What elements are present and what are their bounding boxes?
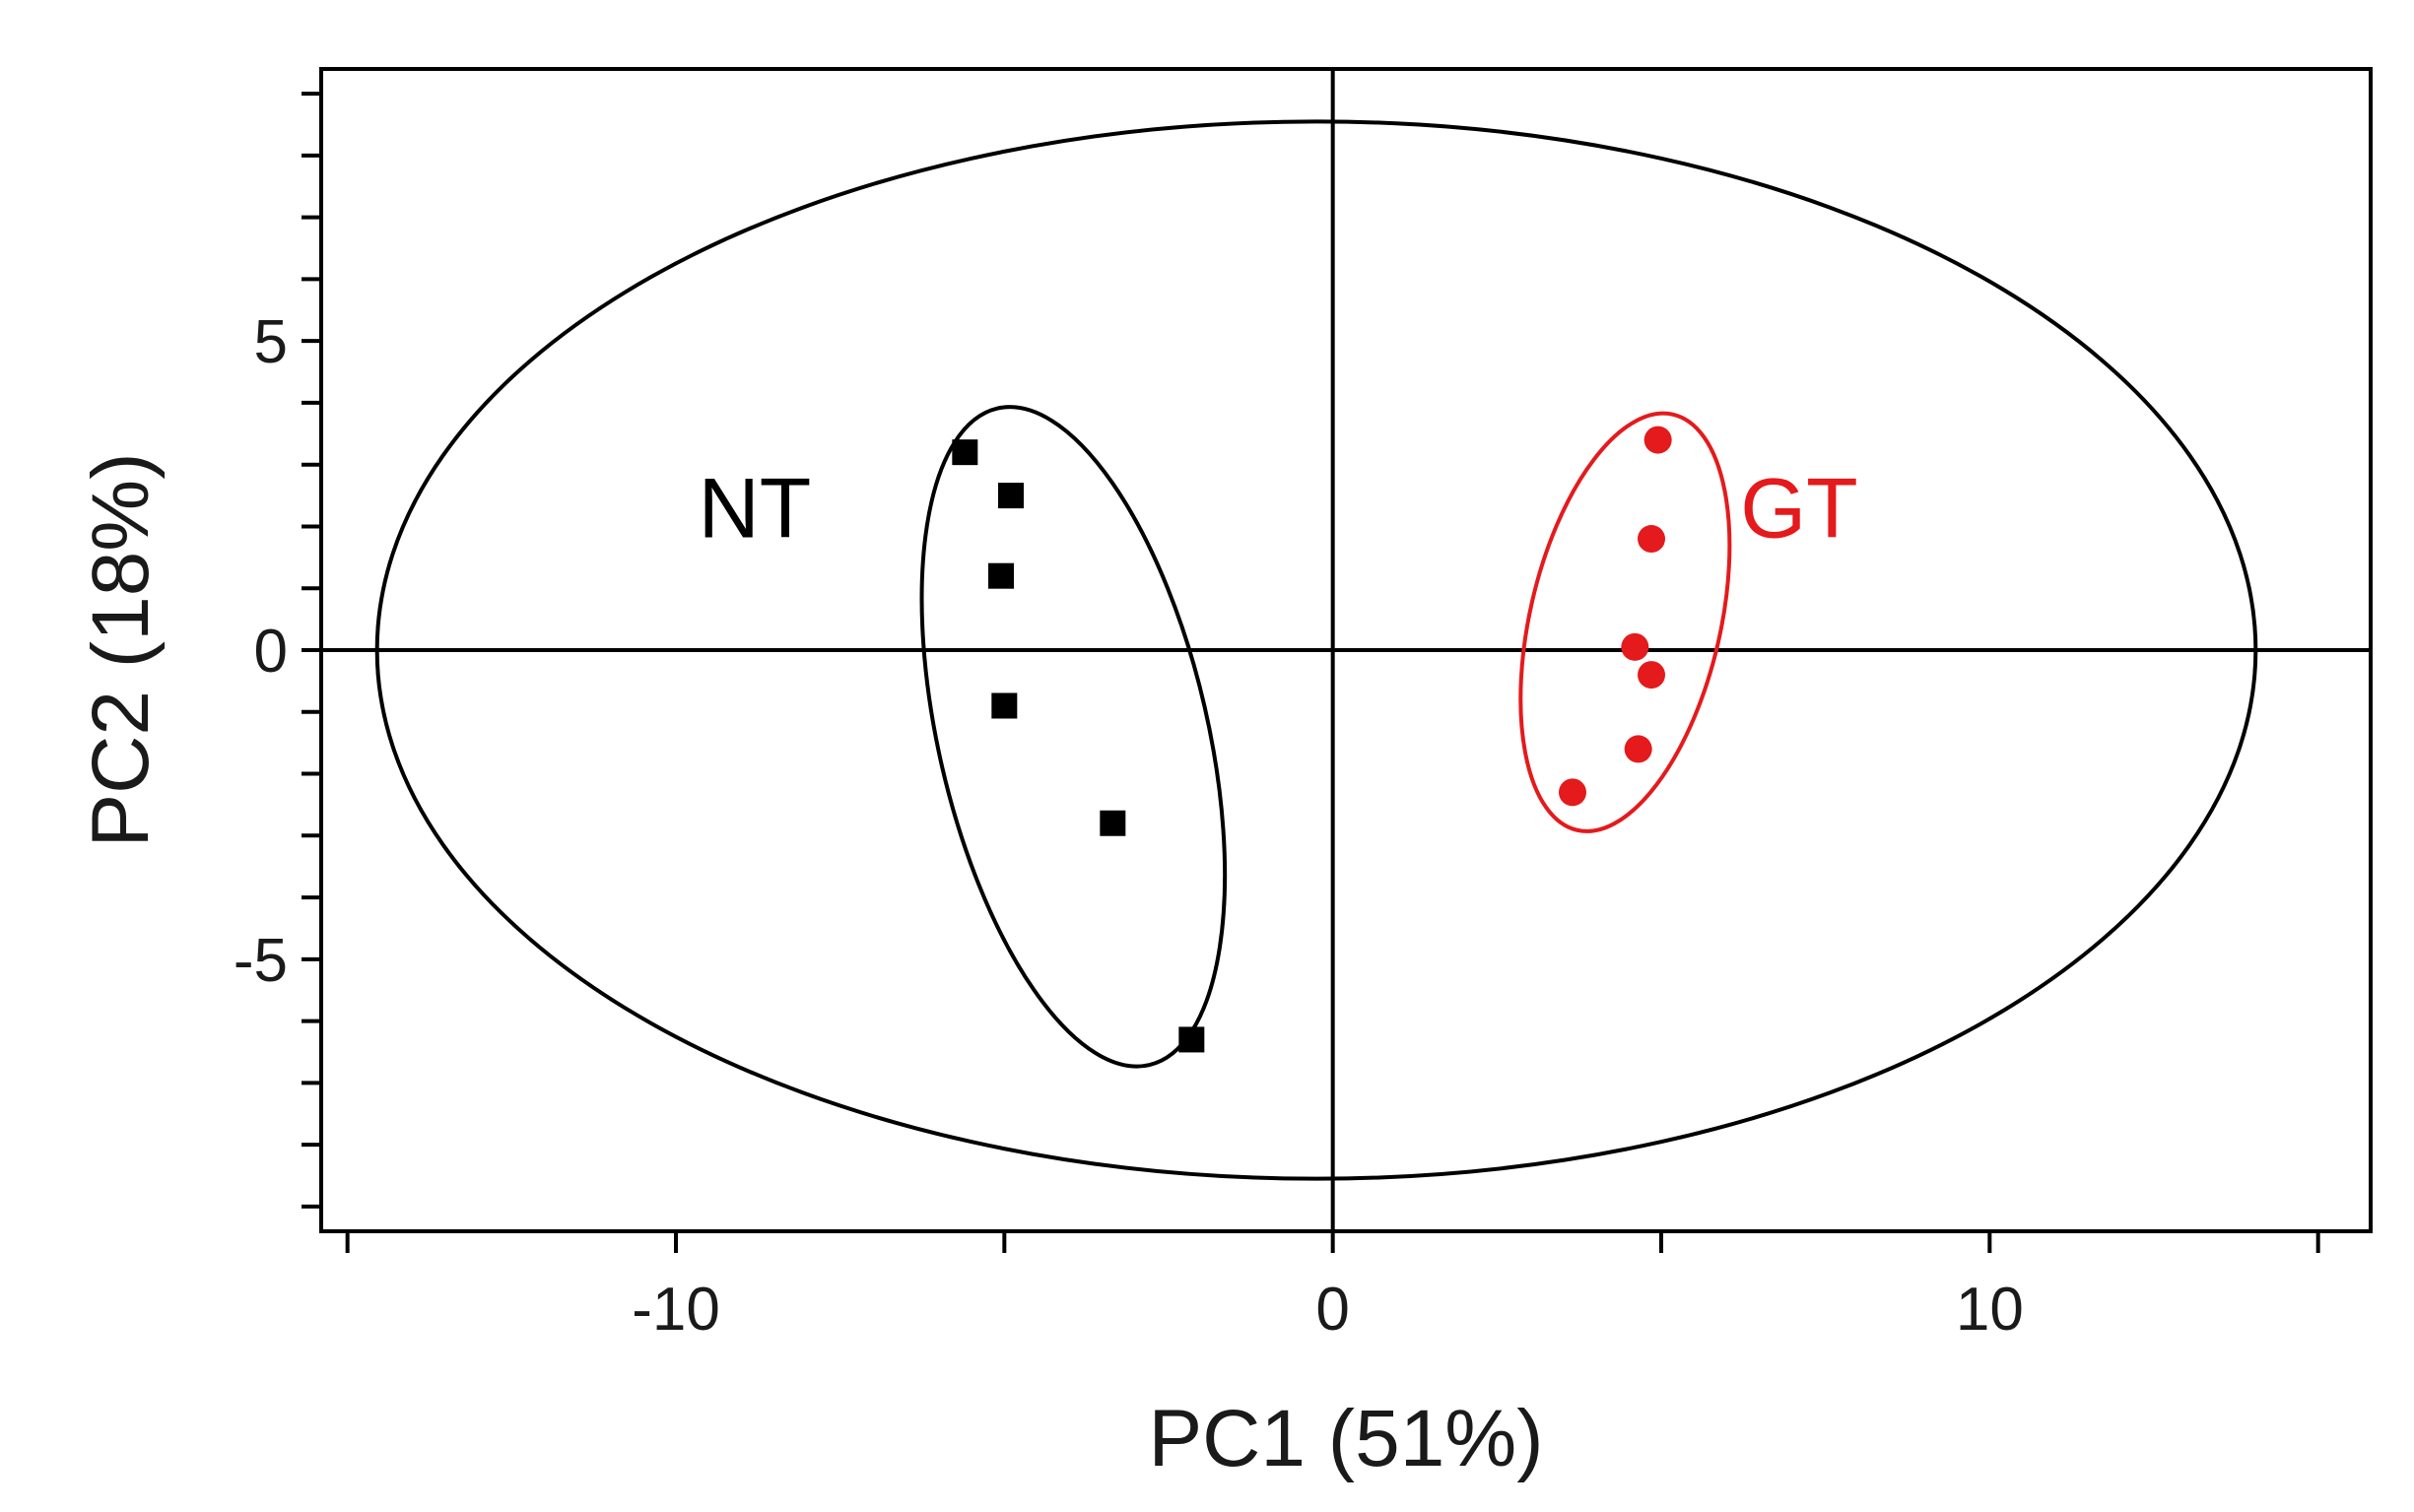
data-point-nt (1100, 810, 1126, 836)
data-point-nt (998, 483, 1024, 509)
data-point-gt (1638, 661, 1665, 690)
data-point-nt (991, 692, 1018, 719)
x-axis-title: PC1 (51%) (1148, 1394, 1543, 1483)
hotelling-ellipse (374, 119, 2258, 1181)
y-axis-title: PC2 (18%) (76, 452, 166, 847)
data-point-gt (1624, 735, 1652, 763)
data-point-gt (1643, 426, 1672, 454)
series-layer: NT GT (699, 405, 1858, 1069)
x-tick-label: 0 (1315, 1276, 1349, 1344)
data-point-nt (1178, 1026, 1205, 1053)
confidence-ellipse-gt (1518, 411, 1732, 833)
x-axis: -10 0 10 (345, 1231, 2320, 1344)
confidence-ellipse-nt (919, 405, 1228, 1069)
plot-area: NT GT (321, 69, 2371, 1231)
y-axis: -5 0 5 (234, 92, 321, 1209)
y-tick-label: 5 (254, 308, 288, 376)
data-point-gt (1638, 525, 1665, 554)
series-nt: NT (699, 405, 1228, 1069)
y-tick-label: -5 (234, 927, 288, 995)
series-gt: GT (1518, 411, 1858, 833)
data-point-gt (1621, 632, 1649, 661)
group-label-gt: GT (1740, 462, 1857, 557)
x-tick-label: -10 (632, 1276, 720, 1344)
group-label-nt: NT (699, 462, 812, 557)
data-point-gt (1559, 778, 1586, 807)
x-tick-label: 10 (1956, 1276, 2024, 1344)
data-point-nt (952, 439, 978, 466)
data-point-nt (988, 562, 1014, 589)
y-tick-label: 0 (254, 618, 288, 686)
